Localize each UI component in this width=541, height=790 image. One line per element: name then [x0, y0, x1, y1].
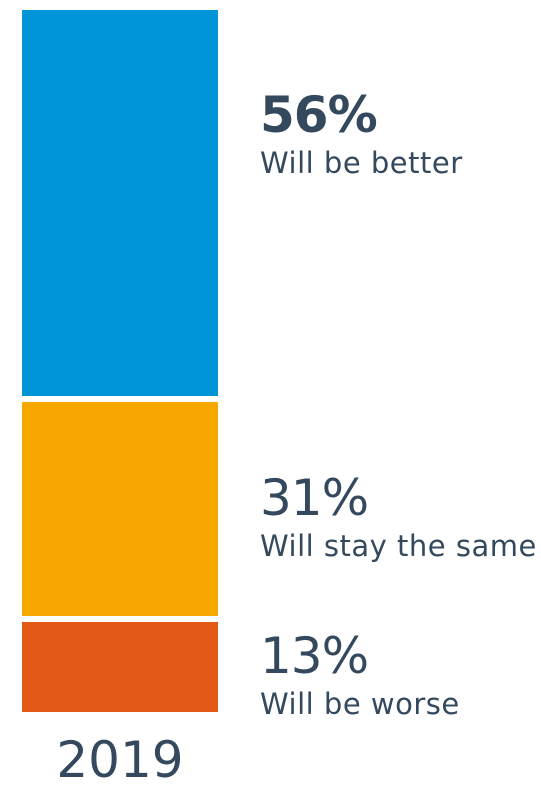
- segment-label-will-be-worse: 13% Will be worse: [260, 629, 541, 721]
- legend-entry: Will be worse: [260, 687, 460, 722]
- category-label: 2019: [56, 731, 184, 789]
- data-label-value: 13%: [260, 627, 369, 686]
- legend-entry: Will stay the same: [260, 529, 537, 564]
- legend-entry: Will be better: [260, 146, 463, 180]
- segment-label-will-be-better: 56% Will be better: [260, 88, 541, 180]
- data-label-value: 31%: [260, 469, 369, 528]
- bar-segment-will-stay-the-same: [22, 402, 218, 617]
- bar-segment-will-be-better: [22, 10, 218, 397]
- data-label-value: 56%: [260, 86, 378, 144]
- bar-segment-will-be-worse: [22, 622, 218, 712]
- segment-label-will-stay-the-same: 31% Will stay the same: [260, 471, 541, 563]
